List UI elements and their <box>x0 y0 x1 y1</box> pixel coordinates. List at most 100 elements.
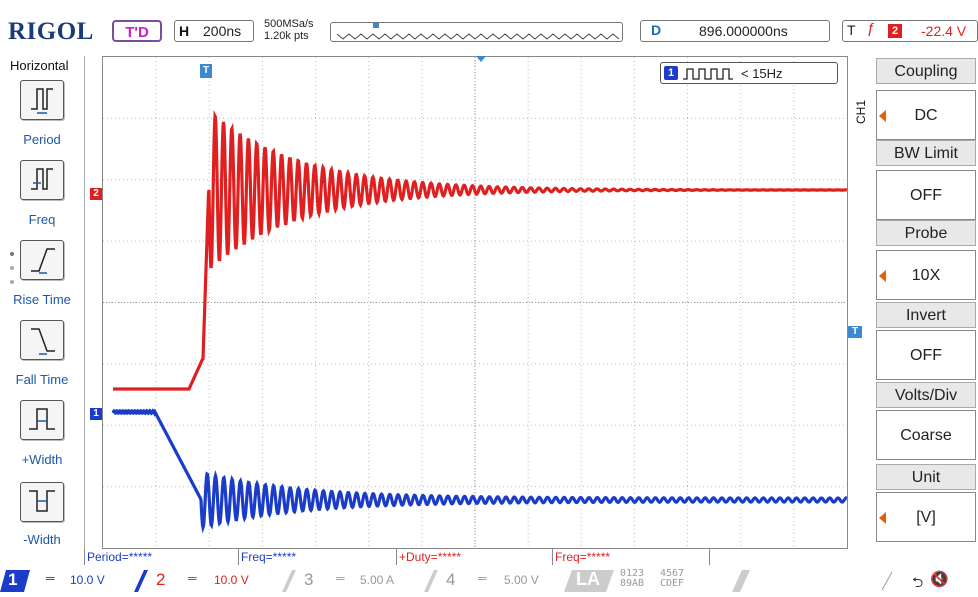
ch2-waveform <box>113 110 847 391</box>
dc-coupling-icon: ═ <box>46 571 55 585</box>
logic-analyzer-status[interactable]: LA 0123 89AB 4567 CDEF <box>564 568 754 593</box>
brand-logo: RIGOL <box>8 18 94 45</box>
timebase-readout[interactable]: H 200ns <box>174 20 254 42</box>
la-group-1: 0123 89AB <box>620 568 645 589</box>
scroll-dot <box>10 266 14 270</box>
counter-value: < 15Hz <box>741 66 783 81</box>
coupling-button[interactable]: DC <box>876 90 976 140</box>
ch1-scale: 10.0 V <box>70 573 105 587</box>
trigger-label: T <box>847 22 856 38</box>
unit-header: Unit <box>876 464 976 490</box>
fall-time-icon <box>31 328 55 355</box>
ch3-number: 3 <box>304 570 314 589</box>
menu-title: Horizontal <box>10 58 69 73</box>
rising-edge-icon: ƒ <box>867 20 876 37</box>
probe-header: Probe <box>876 220 976 246</box>
counter-channel-badge: 1 <box>664 66 678 80</box>
freq-label: Freq <box>28 212 56 227</box>
delay-readout[interactable]: D 896.000000ns <box>640 20 830 42</box>
probe-value: 10X <box>911 267 941 284</box>
channel-status-bar <box>0 566 978 593</box>
dc-coupling-icon: ═ <box>336 571 345 585</box>
trigger-level: -22.4 V <box>921 23 967 39</box>
trigger-level-marker[interactable]: T <box>848 326 862 338</box>
left-menu-divider <box>84 56 85 549</box>
la-label: LA <box>576 569 600 589</box>
waveform-memory-overview[interactable] <box>330 22 623 42</box>
dc-coupling-icon: ═ <box>188 571 197 585</box>
positive-width-icon <box>29 408 55 430</box>
horizontal-measure-menu <box>0 56 84 549</box>
invert-header: Invert <box>876 302 976 328</box>
rise-time-label: Rise Time <box>13 292 71 307</box>
volts-div-value: Coarse <box>900 427 952 444</box>
ch1-number: 1 <box>8 570 18 589</box>
ch4-scale: 5.00 V <box>504 573 539 587</box>
fall-time-button[interactable] <box>20 320 64 360</box>
positive-width-label: +Width <box>21 452 63 467</box>
trigger-source-badge: 2 <box>888 24 902 38</box>
overview-wave <box>336 33 620 40</box>
ch1-waveform <box>111 408 847 534</box>
ch2-status[interactable]: 2 ═ 10.0 V <box>134 568 282 593</box>
ch3-scale: 5.00 A <box>360 573 395 587</box>
selector-arrow-icon <box>879 512 886 524</box>
bw-limit-value: OFF <box>910 187 942 204</box>
sample-rate: 500MSa/s <box>264 18 314 30</box>
volts-div-button[interactable]: Coarse <box>876 410 976 460</box>
usb-icon: ⮌ <box>912 574 924 590</box>
period-button[interactable] <box>20 80 64 120</box>
measurement-duty[interactable]: +Duty=***** <box>396 549 552 565</box>
delay-value: 896.000000ns <box>699 23 788 39</box>
period-icon <box>31 88 53 114</box>
frequency-counter[interactable]: 1 < 15Hz <box>660 62 838 84</box>
ch2-scale: 10.0 V <box>214 573 249 587</box>
ch4-status[interactable]: 4 ═ 5.00 V <box>424 568 564 593</box>
timebase-label: H <box>179 23 190 39</box>
measurement-freq-ch1[interactable]: Freq=***** <box>238 549 396 565</box>
coupling-value: DC <box>914 107 938 124</box>
memory-depth: 1.20k pts <box>264 30 309 42</box>
coupling-header: Coupling <box>876 58 976 84</box>
positive-width-button[interactable] <box>20 400 64 440</box>
waveform-display[interactable] <box>102 56 848 549</box>
speaker-muted-icon[interactable]: 🔇 <box>930 571 949 588</box>
scroll-dot <box>10 252 14 256</box>
menu-channel-tag: CH1 <box>854 99 868 124</box>
invert-button[interactable]: OFF <box>876 330 976 380</box>
trigger-position-marker[interactable]: T <box>200 64 212 78</box>
ch1-status[interactable]: 1 ═ 10.0 V <box>0 568 134 593</box>
ch2-number: 2 <box>156 570 166 589</box>
ch4-number: 4 <box>446 570 456 589</box>
top-status-bar: RIGOL T'D H 200ns 500MSa/s 1.20k pts D 8… <box>0 0 978 52</box>
selector-arrow-icon <box>879 110 886 122</box>
trigger-status-badge: T'D <box>112 20 162 42</box>
ch1-offset-marker[interactable]: 1 <box>90 408 102 420</box>
rise-time-icon <box>31 248 55 274</box>
freq-button[interactable] <box>20 160 64 200</box>
ch2-offset-marker[interactable]: 2 <box>90 188 102 200</box>
delay-label: D <box>651 22 662 38</box>
square-wave-icon <box>683 68 733 80</box>
trigger-readout[interactable]: T ƒ 2 -22.4 V <box>842 20 978 42</box>
overview-trigger-marker <box>373 23 379 28</box>
measurement-freq-ch2[interactable]: Freq=***** <box>552 549 710 565</box>
unit-button[interactable]: [V] <box>876 492 976 542</box>
invert-value: OFF <box>910 347 942 364</box>
center-marker-icon <box>476 56 486 62</box>
negative-width-button[interactable] <box>20 482 64 522</box>
probe-button[interactable]: 10X <box>876 250 976 300</box>
bw-limit-button[interactable]: OFF <box>876 170 976 220</box>
measurement-period[interactable]: Period=***** <box>84 549 238 565</box>
status-divider <box>880 570 900 591</box>
acquisition-info: 500MSa/s 1.20k pts <box>264 18 314 42</box>
negative-width-label: -Width <box>23 532 61 547</box>
unit-value: [V] <box>916 509 936 526</box>
period-label: Period <box>23 132 61 147</box>
fall-time-label: Fall Time <box>15 372 69 387</box>
graticule <box>103 57 847 548</box>
timebase-value: 200ns <box>203 23 242 39</box>
negative-width-icon <box>29 490 55 512</box>
ch3-status[interactable]: 3 ═ 5.00 A <box>282 568 424 593</box>
rise-time-button[interactable] <box>20 240 64 280</box>
